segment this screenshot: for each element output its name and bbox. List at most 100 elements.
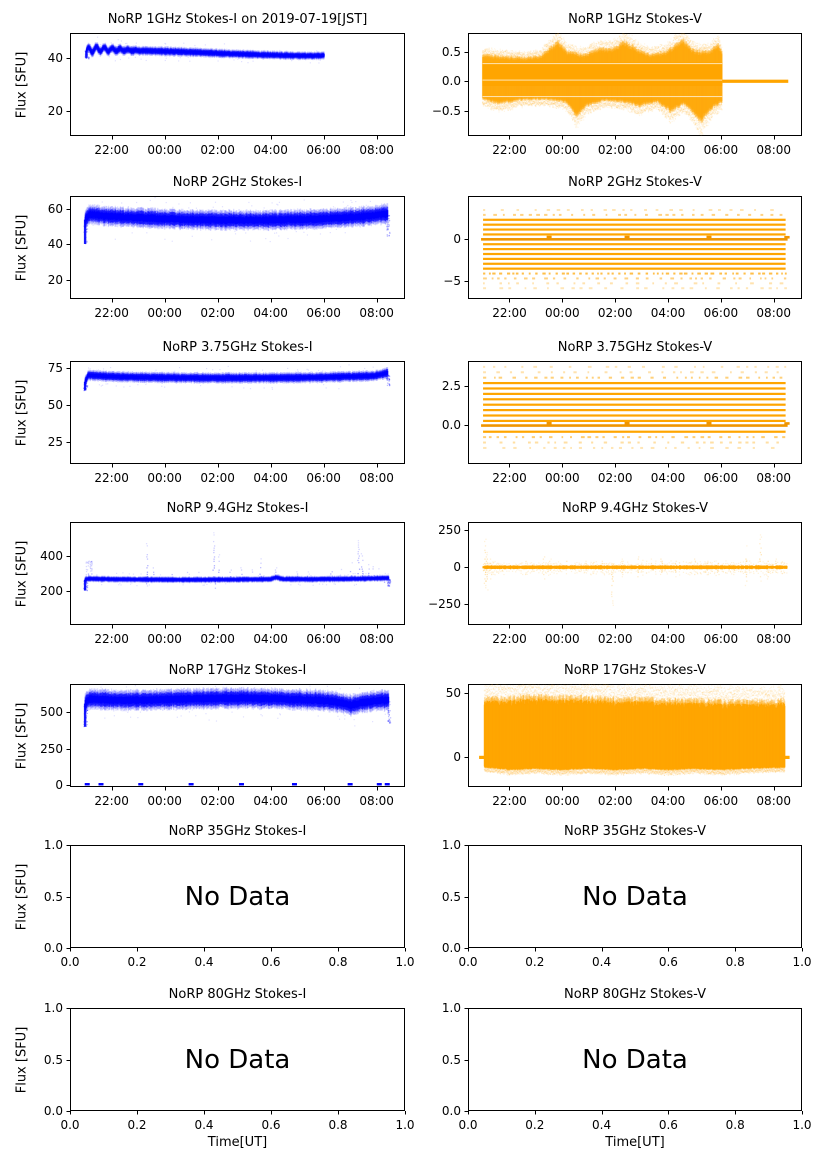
x-tick-label: 0.6 [658,1118,678,1132]
x-tick-label: 06:00 [703,143,739,157]
y-tick-label: 2.5 [441,379,461,394]
y-tick-label: 0 [453,232,461,247]
x-tick-label: 0.8 [725,955,745,969]
x-tick-label: 08:00 [359,632,394,646]
x-tick-label: 02:00 [597,794,633,808]
plot-title: NoRP 17GHz Stokes-I [168,663,307,678]
plot-canvas [64,678,411,793]
y-tick-label: 20 [47,272,63,287]
x-tick-label: 00:00 [147,306,182,320]
x-tick-label: 0.4 [592,1118,612,1132]
x-tick-label: 02:00 [200,471,235,485]
x-tick-label: 0.0 [60,955,80,969]
y-tick-label: 0.0 [441,417,461,432]
x-tick-label: 0.0 [60,1118,80,1132]
x-tick-label: 22:00 [492,306,527,320]
plot-title: NoRP 2GHz Stokes-V [568,175,702,190]
x-tick-label: 0.6 [261,1118,281,1132]
plot-canvas [64,1002,411,1117]
plot-canvas [64,839,411,954]
plot-canvas [462,1002,808,1117]
x-tick-label: 00:00 [545,794,580,808]
x-tick-label: 08:00 [756,632,792,646]
y-tick-label: 1.0 [43,1001,63,1015]
x-tick-label: 22:00 [94,632,129,646]
x-tick-label: 00:00 [545,306,580,320]
x-tick-label: 00:00 [147,794,182,808]
plot-title: NoRP 17GHz Stokes-V [564,663,706,678]
x-tick-label: 06:00 [306,306,341,320]
y-tick-label: 0.0 [441,1104,461,1118]
plot-title: NoRP 3.75GHz Stokes-I [162,340,313,355]
x-tick-label: 08:00 [756,306,792,320]
plot-canvas [462,190,808,305]
x-tick-label: 1.0 [395,1118,415,1132]
no-data-annotation: No Data [582,881,688,912]
y-tick-label: 75 [47,361,63,376]
x-tick-label: 02:00 [200,794,235,808]
plot-title: NoRP 35GHz Stokes-I [168,824,307,839]
plot-title: NoRP 9.4GHz Stokes-I [166,501,309,516]
x-tick-label: 00:00 [545,632,580,646]
x-tick-label: 0.4 [194,1118,214,1132]
x-tick-label: 00:00 [147,143,182,157]
plot-title: NoRP 2GHz Stokes-I [172,175,303,190]
x-tick-label: 04:00 [650,143,686,157]
x-tick-label: 1.0 [792,1118,812,1132]
x-tick-label: 0.0 [458,955,478,969]
x-tick-label: 04:00 [650,306,686,320]
y-tick-label: 0 [453,560,461,575]
x-tick-label: 06:00 [306,632,341,646]
y-tick-label: 1.0 [43,838,63,852]
x-tick-label: 04:00 [253,471,288,485]
y-tick-label: 50 [445,686,461,700]
y-tick-label: 0 [453,750,461,765]
x-tick-label: 02:00 [597,632,633,646]
y-tick-label: 0.0 [43,1104,63,1118]
plot-canvas [462,27,808,142]
x-tick-label: 06:00 [306,794,341,808]
x-tick-label: 22:00 [94,794,129,808]
x-tick-label: 02:00 [597,306,633,320]
x-tick-label: 00:00 [147,632,182,646]
x-tick-label: 0.6 [261,955,281,969]
plot-canvas [462,678,808,793]
plot-title: NoRP 35GHz Stokes-V [564,824,706,839]
plot-title: NoRP 80GHz Stokes-I [168,987,307,1002]
x-tick-label: 06:00 [306,471,341,485]
y-tick-label: 50 [47,398,63,413]
x-tick-label: 0.4 [194,955,214,969]
x-tick-label: 0.6 [658,955,678,969]
x-tick-label: 22:00 [492,632,527,646]
y-tick-label: 0.5 [441,1052,461,1067]
x-tick-label: 08:00 [359,306,394,320]
x-tick-label: 04:00 [650,794,686,808]
x-tick-label: 0.8 [725,1118,745,1132]
x-tick-label: 02:00 [200,143,235,157]
x-tick-label: 22:00 [94,143,129,157]
plot-canvas [462,839,808,954]
plot-canvas [64,27,411,142]
x-tick-label: 04:00 [650,471,686,485]
y-tick-label: 0.0 [43,941,63,955]
y-tick-label: 0.0 [441,941,461,955]
y-tick-label: 250 [438,523,461,538]
x-tick-label: 06:00 [703,794,739,808]
x-tick-label: 0.8 [328,1118,348,1132]
y-tick-label: 60 [47,202,63,217]
x-tick-label: 0.2 [525,1118,545,1132]
x-tick-label: 06:00 [703,471,739,485]
x-tick-label: 02:00 [200,632,235,646]
x-tick-label: 0.2 [127,1118,147,1132]
x-tick-label: 0.4 [592,955,612,969]
y-tick-label: −5 [443,273,461,288]
x-tick-label: 04:00 [253,143,288,157]
x-tick-label: 02:00 [200,306,235,320]
x-tick-label: 22:00 [492,471,527,485]
plot-canvas [462,355,808,470]
x-tick-label: 06:00 [306,143,341,157]
y-tick-label: −250 [428,597,461,612]
x-tick-label: 0.0 [458,1118,478,1132]
x-tick-label: 0.8 [328,955,348,969]
